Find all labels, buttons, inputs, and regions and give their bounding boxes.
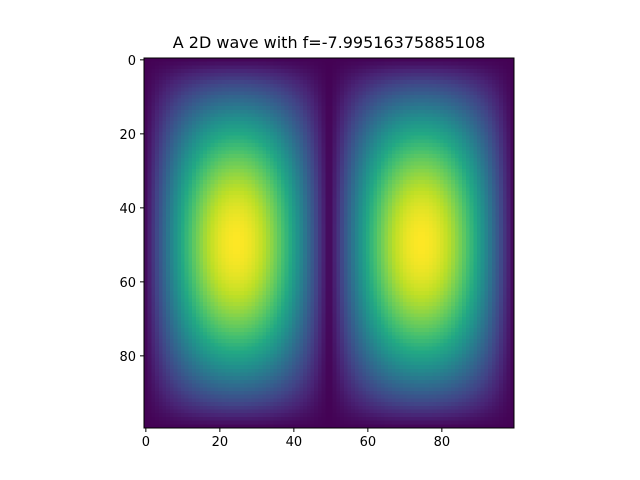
heatmap-image [144,58,514,428]
x-tick-label: 60 [360,435,377,450]
x-axis: 0 20 40 60 80 [142,428,450,450]
x-tick-label: 40 [286,435,303,450]
y-axis: 0 20 40 60 80 [119,54,144,365]
chart-title: A 2D wave with f=-7.99516375885108 [173,33,486,52]
y-tick-label: 40 [119,202,136,217]
y-tick-label: 0 [128,54,136,69]
axes-frame [143,57,515,429]
y-tick-label: 60 [119,276,136,291]
x-tick-label: 0 [142,435,150,450]
x-tick-label: 80 [434,435,451,450]
y-tick-label: 20 [119,128,136,143]
y-tick-label: 80 [119,350,136,365]
x-tick-label: 20 [212,435,229,450]
